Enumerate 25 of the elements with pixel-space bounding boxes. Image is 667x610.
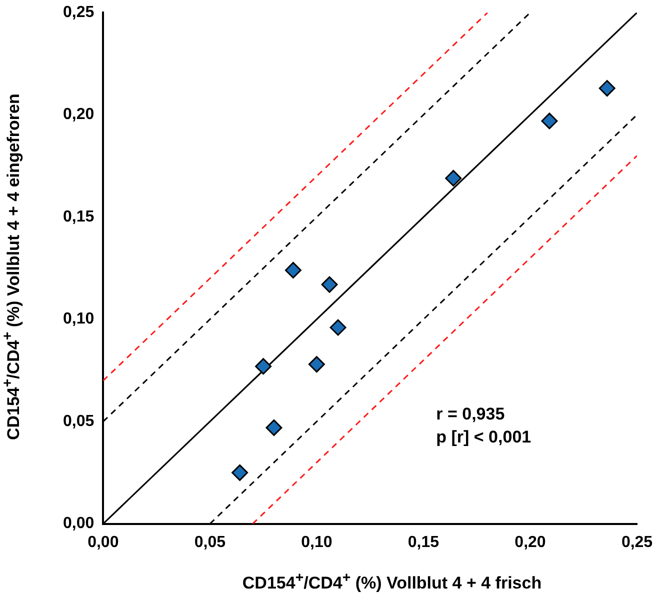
annotation: r = 0,935 [436, 404, 505, 424]
point [255, 358, 272, 375]
point [541, 112, 558, 130]
y-tick-label: 0,10 [63, 310, 94, 328]
y-tick-label: 0,00 [63, 515, 94, 532]
point [321, 276, 338, 293]
x-tick-label: 0,25 [621, 534, 653, 551]
y-tick-label: 0,05 [63, 412, 94, 430]
x-tick-label: 0,20 [514, 534, 546, 551]
point [330, 319, 346, 336]
x-axis-title: CD154$^{+}$/CD4$^{+}$ (%) Vollblut 4 + 4 frisch [241, 570, 543, 594]
x-tick-label: 0,05 [194, 534, 226, 551]
point [445, 170, 462, 186]
x-tick-label: 0,00 [88, 534, 119, 551]
point [266, 419, 282, 436]
point [598, 80, 616, 97]
x-tick-label: 0,15 [408, 534, 440, 551]
point [308, 356, 325, 373]
y-tick-label: 0,15 [63, 208, 94, 226]
y-tick-label: 0,20 [63, 106, 94, 124]
point [284, 262, 302, 278]
annotation: p [r] < 0,001 [436, 428, 532, 447]
point [232, 464, 248, 481]
x-tick-label: 0,10 [301, 534, 332, 551]
y-tick-label: 0,25 [63, 4, 94, 22]
